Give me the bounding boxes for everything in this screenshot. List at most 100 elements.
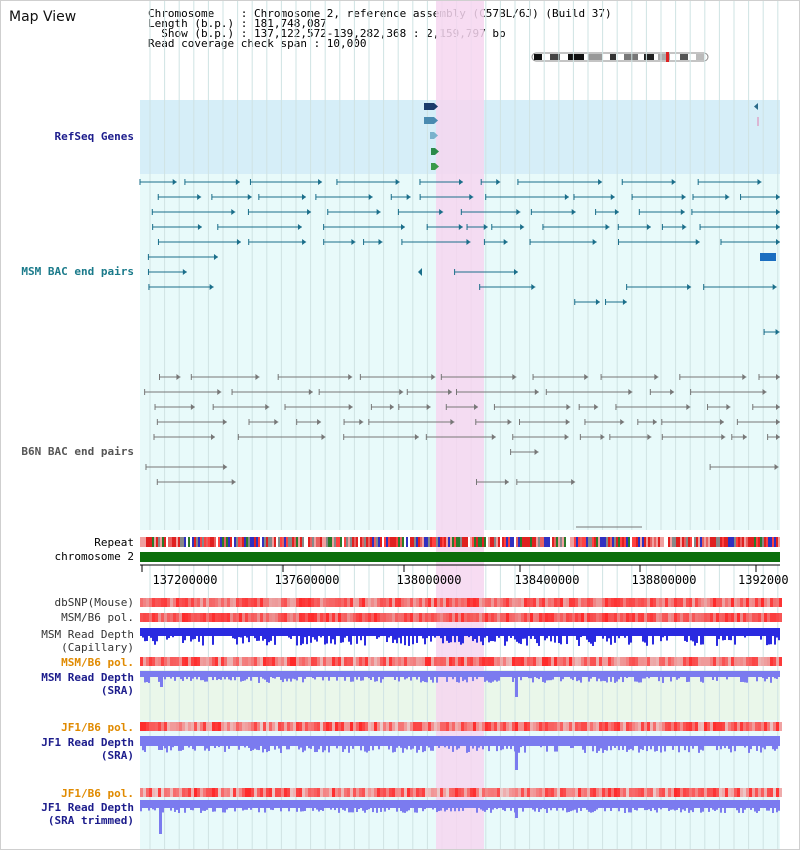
msm-b6-pol-cell — [140, 657, 143, 666]
msm-b6-pol-cell — [710, 657, 713, 666]
msm-capillary-depth-bar — [296, 636, 298, 646]
dbsnp-cell — [641, 598, 644, 607]
msm-b6-pol-cell — [290, 657, 293, 666]
repeat-block — [606, 537, 608, 547]
msm-bac-end — [776, 239, 780, 245]
msm-sra-depth-bar — [550, 677, 552, 681]
msm-sra-depth-bar — [282, 677, 284, 683]
jf1-sra-depth-bar — [592, 746, 594, 752]
jf1-trimmed-depth-bar — [550, 808, 552, 811]
msm-b6-pol-cell — [560, 613, 563, 622]
label-msm-depth-sra: MSM Read Depth (SRA) — [41, 671, 134, 697]
jf1-b6-pol-cell — [767, 788, 770, 797]
msm-capillary-depth-bar — [274, 636, 276, 645]
msm-sra-depth-bar — [590, 677, 592, 679]
repeat-block — [610, 537, 612, 547]
jf1-b6-pol-cell — [338, 788, 341, 797]
chromosome-ideogram[interactable] — [530, 52, 710, 62]
msm-b6-pol-cell — [314, 613, 317, 622]
dbsnp-cell — [266, 598, 269, 607]
dbsnp-cell — [722, 598, 725, 607]
jf1-b6-pol-cell — [470, 788, 473, 797]
repeat-block — [294, 537, 296, 547]
repeat-block — [692, 537, 694, 547]
msm-sra-depth-bar — [192, 677, 194, 679]
jf1-trimmed-depth-bar — [356, 808, 358, 812]
msm-b6-pol-cell — [599, 657, 602, 666]
jf1-sra-depth-bar — [302, 746, 304, 753]
jf1-b6-pol-cell — [248, 788, 251, 797]
jf1-b6-pol-cell — [704, 722, 707, 731]
repeat-block — [154, 537, 156, 547]
jf1-b6-pol-cell — [281, 722, 284, 731]
msm-capillary-depth-bar — [774, 636, 776, 645]
jf1-sra-depth-bar — [402, 746, 404, 753]
repeat-block — [204, 537, 206, 547]
jf1-b6-pol-cell — [338, 722, 341, 731]
repeat-block — [552, 537, 554, 547]
refseq-gene — [430, 132, 434, 139]
b6n-bac-end — [584, 374, 589, 380]
msm-b6-pol-cell — [539, 657, 542, 666]
dbsnp-cell — [383, 598, 386, 607]
dbsnp-cell — [653, 598, 656, 607]
jf1-b6-pol-cell — [467, 788, 470, 797]
b6n-bac-end — [211, 434, 216, 440]
repeat-block — [640, 537, 642, 547]
jf1-b6-pol-cell — [569, 788, 572, 797]
msm-b6-pol-cell — [509, 657, 512, 666]
msm-b6-pol-cell — [761, 657, 764, 666]
jf1-sra-depth-bar — [728, 746, 730, 749]
msm-bac-end — [680, 209, 685, 215]
msm-capillary-depth-bar — [522, 636, 524, 639]
jf1-trimmed-depth-bar — [634, 808, 636, 810]
msm-b6-pol-cell — [617, 613, 620, 622]
msm-b6-pol-cell — [476, 657, 479, 666]
msm-capillary-depth-bar — [306, 636, 308, 645]
dbsnp-cell — [566, 598, 569, 607]
jf1-sra-depth-bar — [572, 746, 574, 748]
repeat-block — [424, 537, 426, 547]
repeat-block — [470, 537, 472, 547]
dbsnp-cell — [758, 598, 761, 607]
msm-bac-end — [687, 284, 692, 290]
repeat-block — [532, 537, 534, 547]
msm-b6-pol-cell — [278, 613, 281, 622]
jf1-trimmed-depth-bar — [724, 808, 726, 813]
jf1-b6-pol-cell — [446, 722, 449, 731]
msm-bac-end — [376, 209, 381, 215]
jf1-b6-pol-cell — [479, 788, 482, 797]
jf1-sra-depth-bar — [610, 746, 612, 751]
msm-b6-pol-cell — [464, 657, 467, 666]
b6n-bac-end — [274, 419, 279, 425]
msm-bac-end — [595, 299, 600, 305]
msm-sra-depth-bar — [148, 677, 150, 683]
repeat-block — [476, 537, 478, 547]
msm-b6-pol-cell — [278, 657, 281, 666]
msm-capillary-depth-bar — [718, 636, 720, 640]
jf1-trimmed-depth-bar — [234, 808, 236, 812]
jf1-sra-depth-bar — [458, 746, 460, 749]
jf1-sra-depth-bar — [774, 746, 776, 751]
repeat-block — [200, 537, 202, 547]
jf1-b6-pol-cell — [752, 788, 755, 797]
jf1-sra-depth-bar — [664, 746, 666, 752]
msm-capillary-depth-bar — [152, 636, 154, 642]
jf1-b6-pol-cell — [356, 722, 359, 731]
msm-bac-end — [695, 239, 700, 245]
jf1-b6-pol-cell — [545, 722, 548, 731]
msm-capillary-depth-bar — [770, 636, 772, 645]
msm-capillary-depth-bar — [608, 636, 610, 639]
msm-b6-pol-cell — [776, 613, 779, 622]
dbsnp-cell — [422, 598, 425, 607]
dbsnp-cell — [671, 598, 674, 607]
msm-b6-pol-cell — [485, 657, 488, 666]
msm-sra-depth-bar — [446, 677, 448, 682]
msm-b6-pol-cell — [677, 613, 680, 622]
repeat-block — [278, 537, 280, 547]
jf1-b6-pol-cell — [302, 722, 305, 731]
jf1-b6-pol-cell — [362, 788, 365, 797]
dbsnp-cell — [506, 598, 509, 607]
msm-bac-end — [406, 194, 411, 200]
